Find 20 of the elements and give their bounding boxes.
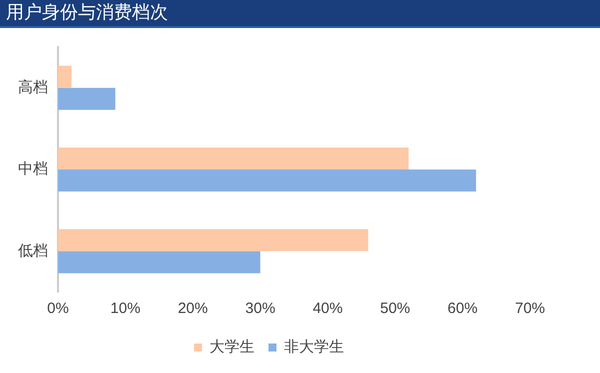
x-tick-label: 70% — [514, 300, 546, 318]
bar — [58, 170, 476, 192]
x-tick-label: 60% — [448, 300, 478, 318]
bar — [58, 88, 116, 110]
y-tick-label: 高档 — [18, 78, 48, 96]
legend-label: 非大学生 — [284, 338, 344, 356]
x-tick-label: 0% — [47, 300, 69, 318]
legend-label: 大学生 — [210, 338, 254, 356]
y-tick-label: 中档 — [18, 160, 48, 178]
bar — [58, 66, 72, 88]
bar — [58, 229, 368, 252]
x-tick-label: 20% — [178, 300, 208, 318]
x-tick-label: 40% — [312, 300, 343, 318]
bar — [58, 147, 409, 170]
x-tick-label: 30% — [245, 300, 276, 318]
x-tick-label: 10% — [110, 300, 140, 318]
x-tick-label: 50% — [380, 300, 410, 318]
y-tick-label: 低档 — [18, 242, 48, 260]
chart-title: 用户身份与消费档次 — [0, 0, 600, 28]
bar — [58, 251, 260, 274]
